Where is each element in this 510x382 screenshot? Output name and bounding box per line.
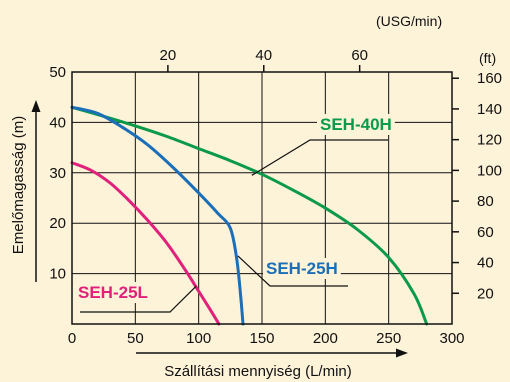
series-label-bg: [317, 114, 395, 135]
x-tick-label: 150: [249, 330, 274, 347]
leader-seh-25l: [80, 285, 197, 313]
ft-tick-label: 100: [477, 162, 502, 179]
x-tick-label: 0: [68, 330, 76, 347]
y-axis-arrow-head: [31, 100, 41, 112]
series-label-text: SEH-25H: [266, 259, 338, 278]
ft-tick-label: 80: [477, 193, 494, 210]
ft-unit-label: (ft): [479, 50, 496, 66]
usg-tick-label: 20: [160, 47, 177, 64]
y-tick-label: 10: [49, 266, 66, 283]
ft-tick-label: 40: [477, 255, 494, 272]
plot-frame: [71, 71, 453, 325]
series-label-bg: [263, 258, 341, 279]
usg-tick-label: 40: [255, 47, 272, 64]
x-tick-label: 50: [127, 330, 144, 347]
curve-seh-25h: [70, 105, 245, 326]
y-tick-label: 40: [49, 114, 66, 131]
x-axis-title: Szállítási mennyiség (L/min): [164, 363, 352, 380]
ft-tick-label: 120: [477, 132, 502, 149]
series-label-text: SEH-25L: [78, 283, 148, 302]
series-label-seh-25h: SEH-25H: [263, 258, 341, 279]
leader-seh-25h: [237, 255, 348, 287]
usg-unit-label: (USG/min): [376, 13, 442, 29]
y-axis-title-group: Emelőmagasság (m): [10, 100, 41, 282]
y-axis-title: Emelőmagasság (m): [10, 116, 27, 254]
ft-axis-ticks: 20 40 60 80 100 120 140 160: [452, 70, 502, 302]
x-axis-arrow-head: [396, 348, 408, 358]
series-labels: SEH-40H SEH-25H SEH-25L: [75, 114, 395, 303]
usg-axis-ticks: 20 40 60: [160, 47, 368, 72]
leader-seh-40h: [251, 139, 388, 176]
series-label-seh-40h: SEH-40H: [317, 114, 395, 135]
x-tick-label: 200: [313, 330, 338, 347]
x-axis-ticks: 0 50 100 150 200 250 300: [68, 330, 465, 347]
ft-tick-label: 20: [477, 285, 494, 302]
label-leader-lines: [80, 139, 388, 313]
y-axis-ticks: 10 20 30 40 50: [49, 64, 66, 283]
series-label-text: SEH-40H: [320, 115, 392, 134]
x-axis-title-group: Szállítási mennyiség (L/min): [136, 348, 408, 380]
curve-seh-40h: [70, 105, 429, 326]
ft-tick-label: 140: [477, 101, 502, 118]
y-tick-label: 20: [49, 215, 66, 232]
x-tick-label: 100: [186, 330, 211, 347]
curves: [70, 105, 429, 326]
y-tick-label: 50: [49, 64, 66, 81]
x-tick-label: 300: [439, 330, 464, 347]
series-label-bg: [75, 282, 151, 303]
x-tick-label: 250: [376, 330, 401, 347]
ft-tick-label: 60: [477, 224, 494, 241]
series-label-seh-25l: SEH-25L: [75, 282, 151, 303]
y-tick-label: 30: [49, 165, 66, 182]
curve-seh-25l: [70, 161, 221, 326]
usg-tick-label: 60: [351, 47, 368, 64]
ft-tick-label: 160: [477, 70, 502, 87]
